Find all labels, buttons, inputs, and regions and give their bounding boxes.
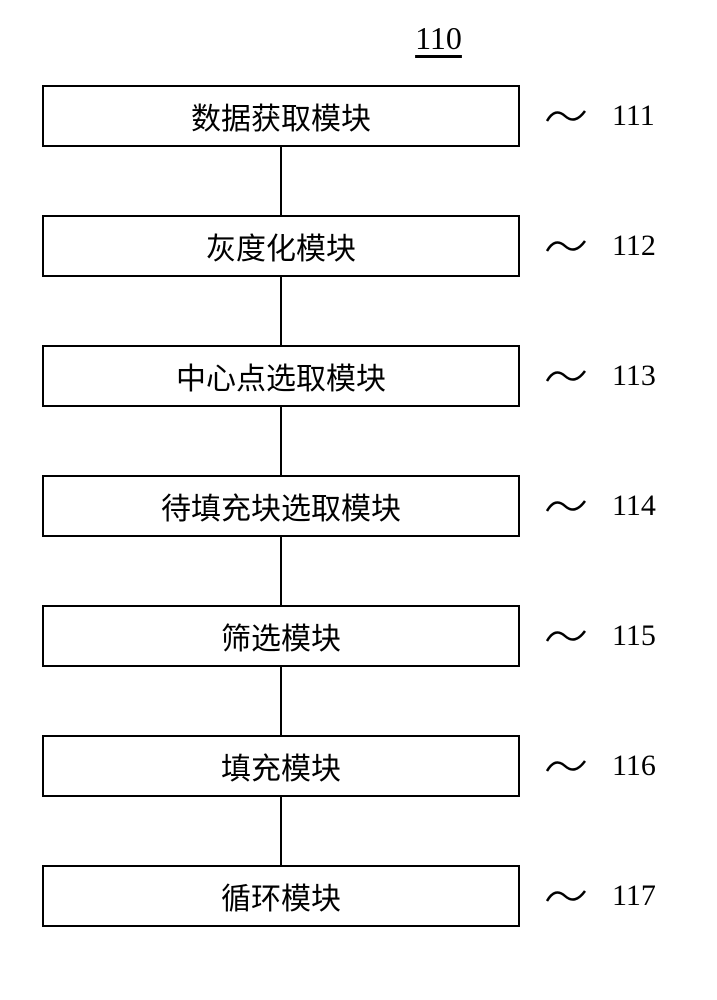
node-number: 111 [612,99,655,133]
node-number: 112 [612,229,656,263]
node-row: 待填充块选取模块 114 [42,475,717,537]
vertical-connector [280,797,282,865]
node-number: 116 [612,749,656,783]
tilde-connector-icon [545,885,587,907]
node-row: 灰度化模块 112 [42,215,717,277]
flowchart-box: 数据获取模块 [42,85,520,147]
vertical-connector [280,277,282,345]
box-label: 筛选模块 [221,614,341,658]
node-row: 填充模块 116 [42,735,717,797]
vertical-connector [280,407,282,475]
tilde-connector-icon [545,755,587,777]
vertical-connector [280,667,282,735]
nodes-container: 数据获取模块 111 灰度化模块 112 中心点选取模块 113 待填充块选取模块 1… [0,85,717,927]
diagram-title: 110 [415,20,462,56]
flowchart-diagram: 110 数据获取模块 111 灰度化模块 112 中心点选取模块 113 待填充块选取… [0,20,717,927]
node-number: 115 [612,619,656,653]
node-row: 筛选模块 115 [42,605,717,667]
box-label: 灰度化模块 [206,224,356,268]
vertical-connector [280,537,282,605]
tilde-connector-icon [545,105,587,127]
diagram-title-wrapper: 110 [0,20,717,57]
tilde-connector-icon [545,495,587,517]
flowchart-box: 循环模块 [42,865,520,927]
node-number: 113 [612,359,656,393]
flowchart-box: 待填充块选取模块 [42,475,520,537]
node-row: 数据获取模块 111 [42,85,717,147]
vertical-connector [280,147,282,215]
tilde-connector-icon [545,365,587,387]
node-number: 114 [612,489,656,523]
tilde-connector-icon [545,235,587,257]
box-label: 中心点选取模块 [176,354,386,398]
box-label: 数据获取模块 [191,94,371,138]
node-row: 中心点选取模块 113 [42,345,717,407]
box-label: 填充模块 [221,744,341,788]
box-label: 待填充块选取模块 [161,484,401,528]
flowchart-box: 填充模块 [42,735,520,797]
flowchart-box: 灰度化模块 [42,215,520,277]
node-row: 循环模块 117 [42,865,717,927]
flowchart-box: 筛选模块 [42,605,520,667]
node-number: 117 [612,879,656,913]
box-label: 循环模块 [221,874,341,918]
flowchart-box: 中心点选取模块 [42,345,520,407]
tilde-connector-icon [545,625,587,647]
